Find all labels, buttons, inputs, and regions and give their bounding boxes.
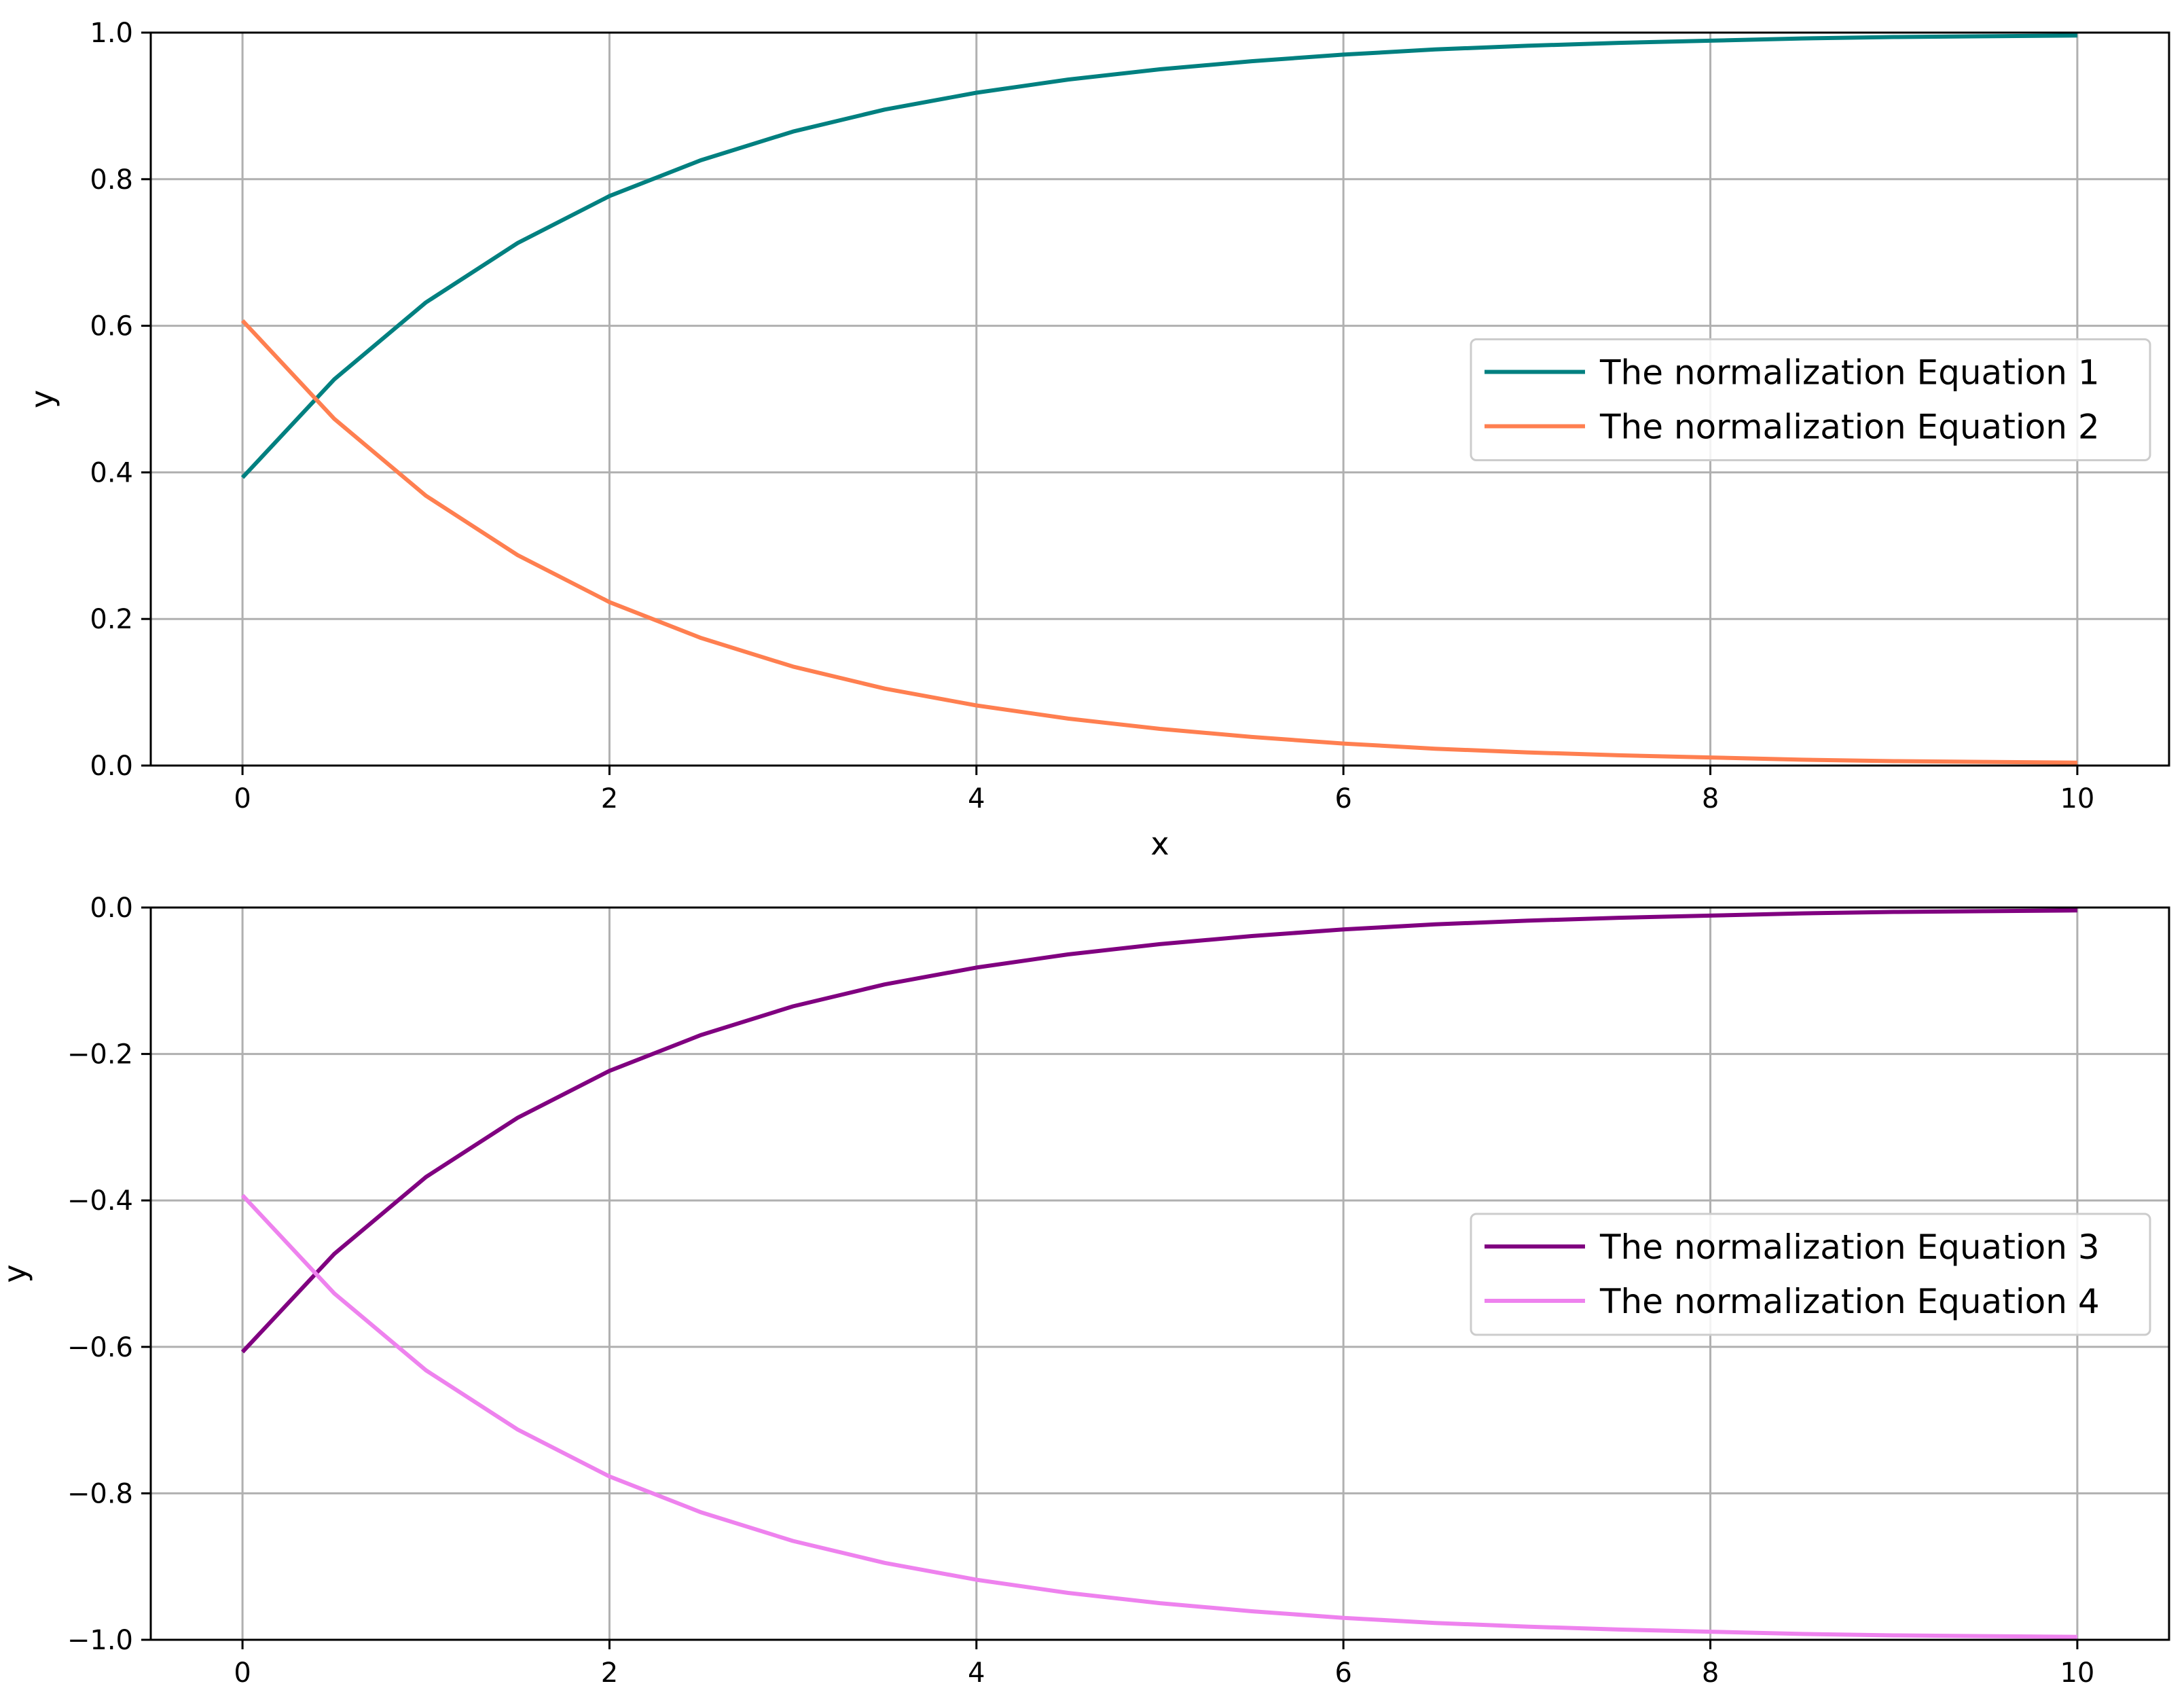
x-tick-label: 2 xyxy=(601,783,618,814)
x-tick-label: 10 xyxy=(2060,783,2094,814)
y-tick-label: 0.6 xyxy=(90,311,133,342)
legend: The normalization Equation 1 The normaliz… xyxy=(1470,338,2151,461)
series-line-2 xyxy=(240,319,2077,765)
x-tick-label: 2 xyxy=(601,1657,618,1689)
chart-top: 0 2 4 6 8 10 0.0 0.2 0.4 0.6 0.8 1.0 x y The normaliza… xyxy=(24,18,2170,862)
series-line-1 xyxy=(240,33,2077,480)
y-tick-label: −0.2 xyxy=(67,1039,133,1071)
x-axis-label: x xyxy=(1150,825,1169,862)
chart-bottom: 0 2 4 6 8 10 −1.0 −0.8 −0.6 −0.4 −0.2 0.0 x y The norm… xyxy=(0,893,2170,1705)
x-tick-label: 0 xyxy=(234,783,251,814)
x-tick-label: 6 xyxy=(1334,783,1351,814)
x-tick-label: 8 xyxy=(1702,783,1719,814)
x-tick-label: 4 xyxy=(968,1657,985,1689)
y-tick-label: 0.0 xyxy=(90,893,133,924)
x-tick-label: 0 xyxy=(234,1657,251,1689)
x-tick-label: 10 xyxy=(2060,1657,2094,1689)
x-tick-label: 4 xyxy=(968,783,985,814)
legend-label-2: The normalization Equation 2 xyxy=(1599,408,2100,447)
y-tick-label: 0.4 xyxy=(90,457,133,488)
legend-label-2: The normalization Equation 4 xyxy=(1599,1282,2100,1321)
x-tick-label: 8 xyxy=(1702,1657,1719,1689)
series-line-1 xyxy=(240,908,2077,1354)
y-axis-label: y xyxy=(24,390,60,408)
y-tick-label: 0.2 xyxy=(90,604,133,635)
series-line-2 xyxy=(240,1194,2077,1639)
legend-box xyxy=(1470,338,2151,461)
x-axis-label: x xyxy=(1150,1702,1169,1705)
y-tick-label: −1.0 xyxy=(67,1625,133,1656)
y-tick-label: −0.6 xyxy=(67,1332,133,1363)
legend-label-1: The normalization Equation 3 xyxy=(1599,1227,2100,1267)
legend-label-1: The normalization Equation 1 xyxy=(1599,353,2100,393)
y-tick-label: −0.4 xyxy=(67,1185,133,1217)
y-tick-label: 0.0 xyxy=(90,751,133,782)
x-tick-label: 6 xyxy=(1334,1657,1351,1689)
legend: The normalization Equation 3 The normaliz… xyxy=(1470,1213,2151,1336)
y-axis-label: y xyxy=(0,1264,33,1282)
legend-box xyxy=(1470,1213,2151,1336)
plot-frame xyxy=(149,31,2170,767)
y-tick-label: 1.0 xyxy=(90,18,133,49)
y-tick-label: 0.8 xyxy=(90,164,133,196)
y-tick-label: −0.8 xyxy=(67,1478,133,1509)
plot-frame xyxy=(149,906,2170,1641)
